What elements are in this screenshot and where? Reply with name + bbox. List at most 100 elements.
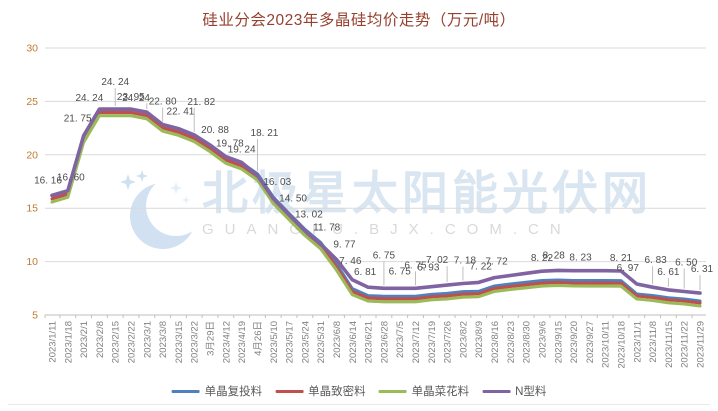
point-label: 6. 83 (644, 255, 667, 266)
y-tick-label-25: 25 (26, 96, 38, 108)
x-tick-label-38: 2023/11/8 (648, 321, 659, 363)
legend-item-单晶菜花料: 单晶菜花料 (378, 383, 470, 399)
x-tick-label-24: 2023/7/19 (427, 321, 438, 363)
x-tick-label-27: 2023/8/9 (474, 321, 485, 358)
point-label: 19. 78 (216, 139, 244, 150)
chart-legend: 单晶复投料 单晶致密料 单晶菜花料 N型料 (171, 383, 546, 399)
point-label: 16. 03 (263, 177, 291, 188)
x-tick-label-26: 2023/8/2 (458, 321, 469, 358)
point-label: 20. 88 (201, 125, 229, 136)
x-tick-label-14: 2023/5/10 (269, 321, 280, 363)
x-tick-label-6: 2023/3/1 (142, 321, 153, 358)
point-label: 14. 50 (279, 194, 307, 205)
x-tick-label-1: 2023/1/18 (63, 321, 74, 363)
x-tick-label-25: 2023/7/26 (443, 321, 454, 363)
x-tick-label-36: 2023/10/18 (616, 321, 627, 369)
y-tick-label-20: 20 (26, 149, 38, 161)
point-label: 6. 75 (404, 260, 427, 271)
point-label: 22. 41 (167, 107, 195, 118)
legend-item-N型料: N型料 (482, 383, 546, 399)
legend-label: 单晶菜花料 (411, 386, 470, 398)
x-tick-label-10: 3月29日 (206, 321, 217, 356)
legend-label: N型料 (515, 386, 547, 398)
point-label: 19. 24 (228, 144, 256, 155)
x-tick-label-23: 2023/7/12 (411, 321, 422, 363)
x-tick-label-35: 2023/10/11 (601, 321, 612, 368)
x-tick-label-40: 2023/11/22 (680, 321, 691, 368)
point-label: 16. 60 (57, 173, 85, 184)
point-label: 8. 28 (543, 250, 566, 261)
x-tick-label-32: 2023/9/15 (553, 321, 564, 363)
point-label: 6. 75 (373, 250, 396, 261)
point-label: 8. 22 (531, 253, 554, 264)
point-label: 24. 24 (122, 93, 150, 104)
point-label: 6. 31 (691, 264, 714, 275)
legend-swatch (482, 389, 511, 393)
x-tick-label-7: 2023/3/8 (158, 321, 169, 358)
point-label: 9. 77 (333, 239, 356, 250)
x-tick-label-41: 2023/11/29 (696, 321, 707, 368)
x-tick-label-37: 2023/11/1 (632, 321, 643, 363)
x-tick-label-8: 2023/3/15 (174, 321, 185, 363)
x-tick-label-20: 2023/6/21 (364, 321, 375, 363)
point-label: 6. 97 (617, 263, 640, 274)
series-line-单晶菜花料 (50, 114, 702, 308)
point-label: 7. 18 (454, 255, 477, 266)
x-tick-label-19: 2023/6/14 (348, 321, 359, 363)
x-tick-label-4: 2023/2/15 (111, 321, 122, 363)
x-tick-label-33: 2023/9/20 (569, 321, 580, 363)
x-tick-label-3: 2023/2/8 (95, 321, 106, 358)
bottom-divider (8, 404, 710, 405)
point-label: 6. 81 (354, 267, 377, 278)
series-line-单晶致密料 (50, 110, 702, 305)
y-tick-label-30: 30 (26, 43, 38, 55)
point-label: 16. 16 (34, 175, 62, 186)
x-tick-label-12: 2023/4/19 (237, 321, 248, 363)
y-tick-label-5: 5 (32, 310, 38, 322)
x-tick-label-16: 2023/5/24 (300, 321, 311, 363)
point-label: 21. 75 (64, 114, 92, 125)
x-tick-label-39: 2023/11/15 (664, 321, 675, 368)
x-tick-label-22: 2023/7/5 (395, 321, 406, 358)
x-tick-label-18: 2023/6/8 (332, 321, 343, 358)
point-label: 8. 23 (569, 253, 592, 264)
point-label: 13. 02 (295, 209, 323, 220)
legend-swatch (275, 389, 304, 393)
point-label: 7. 22 (470, 261, 493, 272)
x-tick-label-21: 2023/6/28 (379, 321, 390, 363)
legend-label: 单晶致密料 (308, 386, 366, 398)
point-label: 22. 80 (149, 96, 177, 107)
point-label: 24. 24 (76, 93, 104, 104)
point-label: 6. 61 (657, 267, 680, 278)
point-label: 23. 95 (117, 92, 145, 103)
x-tick-label-0: 2023/1/11 (48, 321, 59, 363)
legend-swatch (171, 389, 200, 393)
point-label: 7. 02 (426, 255, 449, 266)
series-line-N型料 (50, 107, 702, 295)
x-tick-label-29: 2023/8/23 (506, 321, 517, 363)
point-label: 11. 78 (313, 223, 340, 234)
point-label: 7. 46 (339, 256, 362, 267)
point-label: 6. 93 (417, 263, 440, 274)
x-tick-label-11: 2023/4/12 (221, 321, 232, 363)
point-label: 7. 72 (485, 257, 508, 268)
x-tick-label-34: 2023/9/27 (585, 321, 596, 363)
x-tick-label-15: 2023/5/17 (285, 321, 296, 363)
legend-item-单晶致密料: 单晶致密料 (275, 383, 366, 399)
point-label: 21. 82 (187, 97, 215, 108)
x-tick-label-31: 2023/9/6 (537, 321, 548, 358)
point-label: 8. 21 (610, 253, 633, 264)
point-label: 6. 50 (675, 258, 698, 269)
point-label: 18. 21 (251, 128, 279, 139)
x-tick-label-17: 2023/5/31 (316, 321, 327, 363)
legend-label: 单晶复投料 (204, 386, 263, 398)
legend-swatch (378, 389, 407, 393)
x-tick-label-13: 4月26日 (253, 321, 264, 356)
legend-item-单晶复投料: 单晶复投料 (171, 383, 263, 399)
x-tick-label-30: 2023/8/30 (522, 321, 533, 363)
chart-title: 硅业分会2023年多晶硅均价走势（万元/吨） (202, 12, 516, 29)
x-tick-label-28: 2023/8/16 (490, 321, 501, 363)
point-label: 24. 24 (101, 77, 129, 88)
